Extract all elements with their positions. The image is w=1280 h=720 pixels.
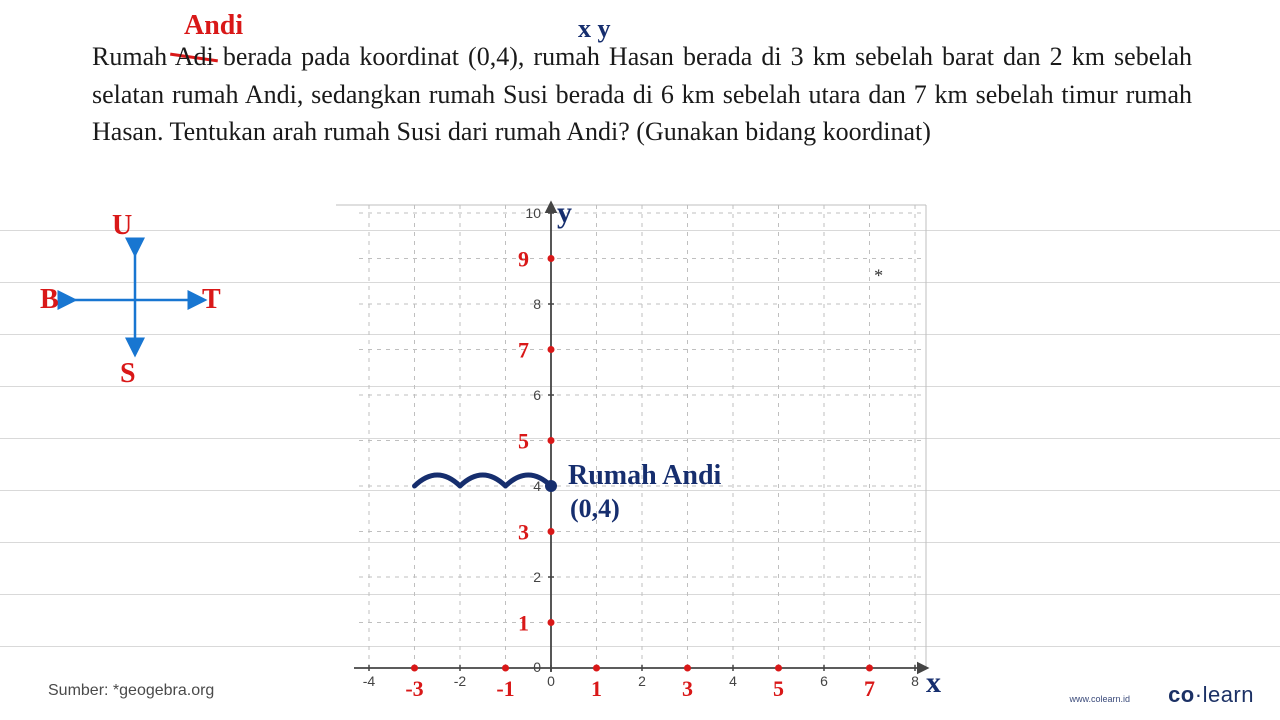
point-label-2: (0,4) bbox=[570, 494, 620, 524]
svg-text:3: 3 bbox=[518, 520, 529, 545]
svg-text:1: 1 bbox=[518, 611, 529, 636]
svg-text:10: 10 bbox=[525, 205, 541, 221]
svg-text:-3: -3 bbox=[405, 676, 423, 701]
svg-text:1: 1 bbox=[591, 676, 602, 701]
x-axis-label: x bbox=[926, 666, 941, 700]
compass-s: S bbox=[120, 358, 136, 390]
svg-text:-4: -4 bbox=[363, 673, 376, 689]
svg-text:2: 2 bbox=[638, 673, 646, 689]
svg-text:*: * bbox=[874, 265, 883, 285]
svg-text:0: 0 bbox=[547, 673, 555, 689]
logo-url: www.colearn.id bbox=[1069, 694, 1130, 704]
svg-text:8: 8 bbox=[911, 673, 919, 689]
compass: U S B T bbox=[40, 210, 240, 390]
compass-b: B bbox=[40, 284, 59, 316]
svg-text:9: 9 bbox=[518, 247, 529, 272]
svg-text:8: 8 bbox=[533, 296, 541, 312]
compass-t: T bbox=[202, 284, 221, 316]
logo: co·learn bbox=[1168, 682, 1254, 708]
svg-text:2: 2 bbox=[533, 569, 541, 585]
svg-text:7: 7 bbox=[864, 676, 875, 701]
svg-text:-2: -2 bbox=[454, 673, 467, 689]
svg-text:3: 3 bbox=[682, 676, 693, 701]
problem-text: Rumah Adi berada pada koordinat (0,4), r… bbox=[92, 38, 1192, 151]
svg-text:0: 0 bbox=[533, 659, 541, 675]
source: Sumber: *geogebra.org bbox=[48, 682, 214, 700]
svg-text:5: 5 bbox=[773, 676, 784, 701]
svg-text:5: 5 bbox=[518, 429, 529, 454]
y-axis-label: y bbox=[557, 196, 572, 230]
svg-text:6: 6 bbox=[820, 673, 828, 689]
svg-text:4: 4 bbox=[729, 673, 737, 689]
coord-plane: -4-202468-3-11357024681013579* bbox=[336, 200, 926, 680]
svg-text:-1: -1 bbox=[496, 676, 514, 701]
svg-text:7: 7 bbox=[518, 338, 529, 363]
compass-u: U bbox=[112, 210, 132, 242]
svg-text:6: 6 bbox=[533, 387, 541, 403]
point-label-1: Rumah Andi bbox=[568, 460, 721, 492]
